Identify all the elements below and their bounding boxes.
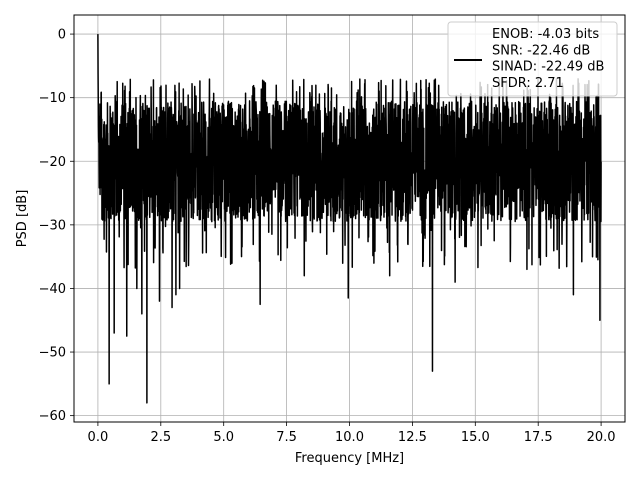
y-axis: 0 −10 −20 −30 −40 −50 −60: [39, 28, 74, 424]
x-tick-label: 10.0: [335, 430, 364, 445]
x-axis: 0.0 2.5 5.0 7.5 10.0 12.5 15.0 17.5 20.0: [88, 422, 616, 445]
legend-box: [447, 21, 618, 97]
psd-series-line: [97, 34, 602, 404]
y-tick-label: −10: [39, 91, 66, 106]
x-tick-label: 12.5: [398, 430, 427, 445]
x-tick-label: 20.0: [587, 430, 616, 445]
x-tick-label: 0.0: [88, 430, 109, 445]
x-tick-label: 2.5: [150, 430, 171, 445]
x-tick-label: 17.5: [524, 430, 553, 445]
y-axis-label: PSD [dB]: [15, 190, 30, 248]
y-tick-label: −60: [39, 409, 66, 424]
x-tick-label: 5.0: [213, 430, 234, 445]
legend-line-text: SFDR: 2.71: [492, 76, 564, 91]
legend-line-text: SNR: -22.46 dB: [492, 43, 590, 58]
y-tick-label: −30: [39, 218, 66, 233]
x-tick-label: 7.5: [276, 430, 297, 445]
y-tick-label: −40: [39, 282, 66, 297]
x-tick-label: 15.0: [461, 430, 490, 445]
y-tick-label: −20: [39, 155, 66, 170]
series-layer: [97, 34, 602, 404]
y-tick-label: 0: [58, 28, 66, 43]
y-tick-label: −50: [39, 346, 66, 361]
legend-line-text: ENOB: -4.03 bits: [492, 27, 599, 42]
legend-line-text: SINAD: -22.49 dB: [492, 60, 604, 75]
legend: ENOB: -4.03 bits SNR: -22.46 dB SINAD: -22…: [447, 21, 618, 97]
legend-label: ENOB: -4.03 bits SNR: -22.46 dB SINAD: -22…: [492, 27, 604, 91]
x-axis-label: Frequency [MHz]: [295, 451, 404, 466]
